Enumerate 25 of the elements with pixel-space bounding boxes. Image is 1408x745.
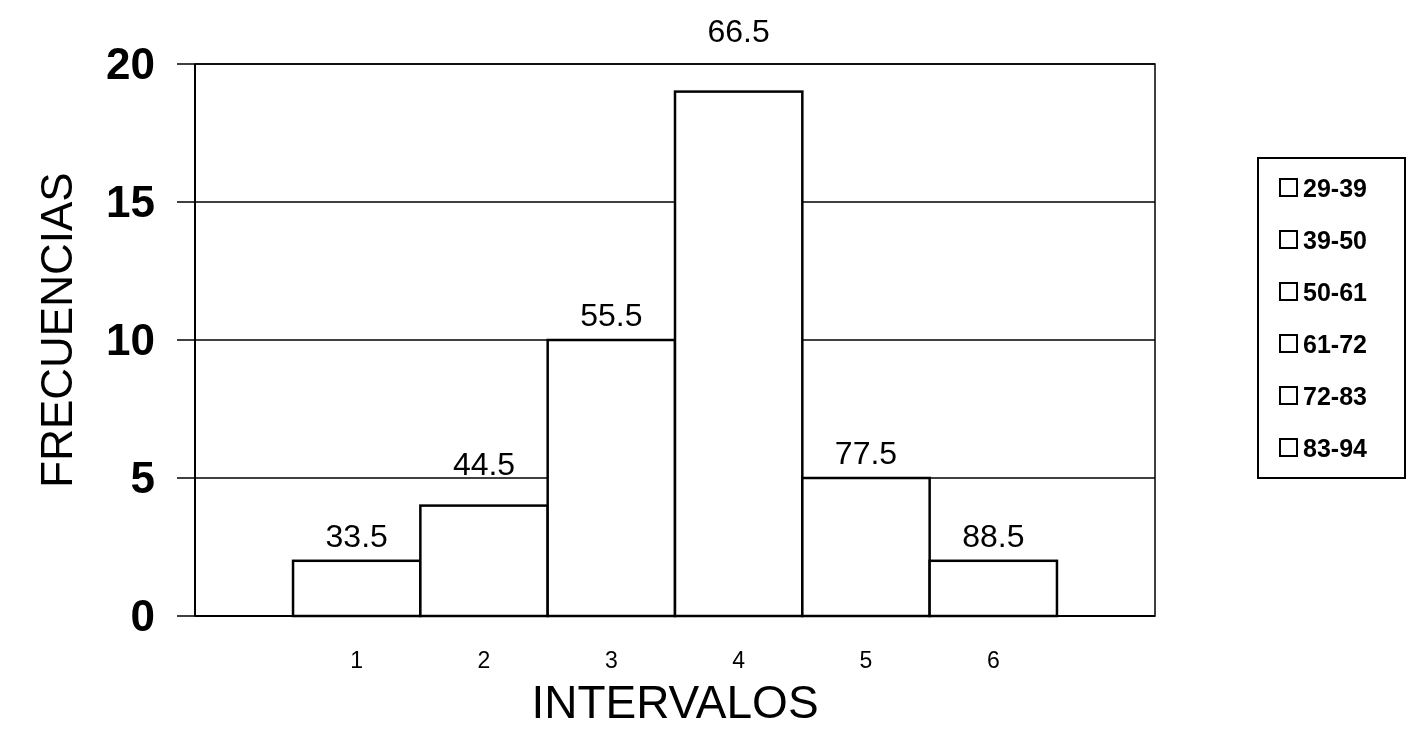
legend-label: 39-50 xyxy=(1303,226,1367,254)
annotation: 66.5 xyxy=(707,13,770,49)
y-tick-label: 5 xyxy=(130,453,155,502)
y-tick-label: 15 xyxy=(106,177,155,226)
x-tick-label: 1 xyxy=(350,647,364,673)
annotation: 33.5 xyxy=(325,517,388,554)
annotation: 55.5 xyxy=(580,297,643,333)
legend-label: 50-61 xyxy=(1303,278,1368,306)
legend-label: 83-94 xyxy=(1303,434,1368,462)
x-tick-label: 6 xyxy=(986,647,1000,673)
legend-label: 72-83 xyxy=(1303,382,1367,410)
x-axis-title: INTERVALOS xyxy=(531,676,819,728)
legend-label: 61-72 xyxy=(1303,330,1367,358)
y-tick-label: 10 xyxy=(106,315,155,364)
y-axis-title: FRECUENCIAS xyxy=(32,172,81,488)
legend-label: 29-39 xyxy=(1303,174,1367,202)
y-tick-label: 0 xyxy=(130,591,155,640)
y-tick-label: 20 xyxy=(106,39,155,88)
annotation: 44.5 xyxy=(452,446,516,482)
x-tick-label: 5 xyxy=(859,647,873,673)
annotation: 77.5 xyxy=(834,435,898,471)
annotation: 88.5 xyxy=(962,517,1025,554)
x-tick-label: 4 xyxy=(732,647,746,673)
x-tick-label: 3 xyxy=(604,647,618,673)
x-tick-label: 2 xyxy=(477,647,491,673)
